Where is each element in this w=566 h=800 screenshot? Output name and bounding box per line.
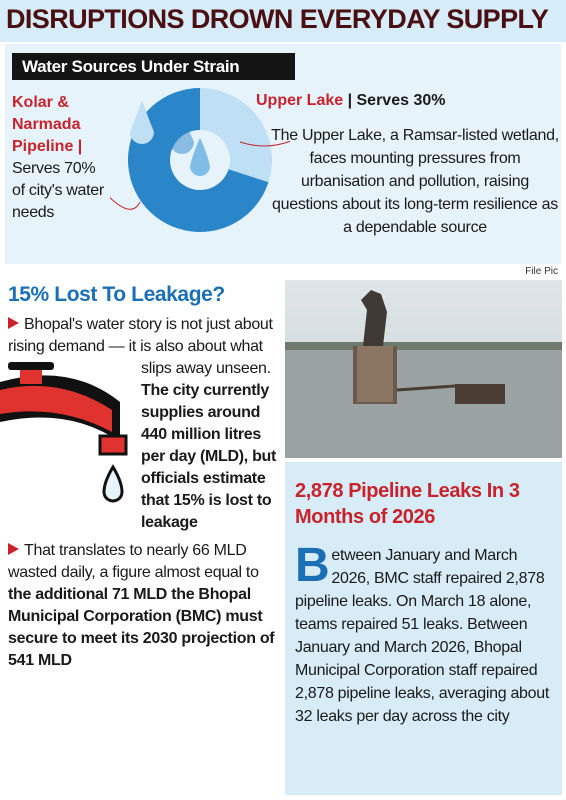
source-share: | Serves 30% [343, 92, 446, 109]
text: the additional 71 MLD the Bhopal Municip… [8, 586, 275, 669]
connector [239, 140, 290, 147]
faucet-icon [0, 362, 128, 503]
donut-segment [200, 88, 272, 183]
source-text: The Upper Lake, a Ramsar-listed wetland,… [271, 127, 559, 236]
text: etween January and March 2026, BMC staff… [295, 547, 549, 725]
drop-icon [170, 112, 194, 154]
drop-icon [130, 100, 154, 144]
donut-chart [110, 88, 290, 232]
text: The city currently supplies around 440 m… [141, 382, 277, 531]
connector [110, 196, 141, 210]
photo [285, 280, 562, 458]
heading: 2,878 Pipeline Leaks In 3 Months of 2026 [295, 480, 520, 528]
source-name: Upper Lake [256, 92, 344, 109]
leaks-panel [285, 462, 562, 795]
heading: 15% Lost To Leakage? [8, 283, 225, 306]
title-bar [0, 0, 566, 42]
sources-panel [5, 44, 561, 264]
source-name: Kolar & Narmada Pipeline | [12, 94, 83, 155]
drop-icon [190, 138, 210, 176]
donut-segment [128, 88, 269, 232]
bullet-arrow [8, 543, 19, 555]
bullet-arrow [8, 317, 19, 329]
section-label: Water Sources Under Strain [12, 53, 295, 80]
lake-heading: Upper Lake | Serves 30% [256, 92, 445, 110]
text: That translates to nearly 66 MLD wasted … [8, 542, 259, 581]
leakage-column: 15% Lost To Leakage? Bhopal's water stor… [0, 282, 280, 678]
drop-cap: B [295, 539, 330, 592]
title: DISRUPTIONS DROWN EVERYDAY SUPPLY [6, 4, 549, 34]
text: Bhopal's water story is not just about r… [8, 316, 273, 377]
photo-credit: File Pic [525, 266, 558, 277]
paragraph: Bhopal's water story is not just about r… [0, 314, 280, 534]
source-text: Serves 70% of city's water needs [12, 160, 104, 221]
paragraph: That translates to nearly 66 MLD wasted … [8, 540, 280, 672]
